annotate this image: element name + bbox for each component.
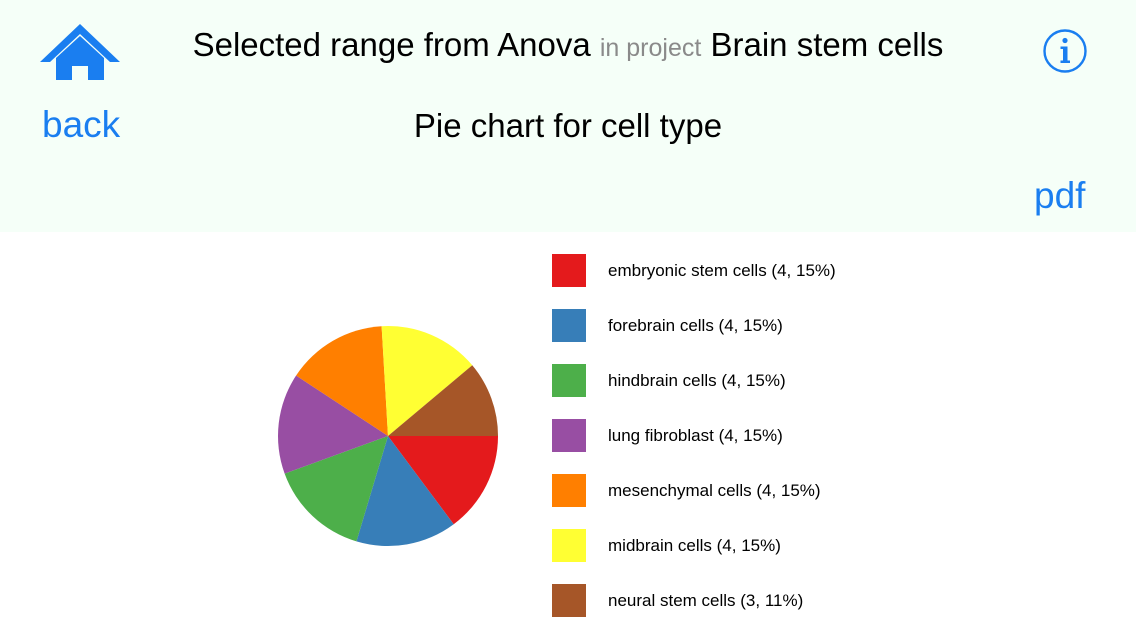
pie-slice-4 [277, 375, 388, 474]
legend-swatch [552, 419, 586, 452]
title-in-project: in project [599, 34, 702, 62]
legend-item: hindbrain cells (4, 15%) [552, 364, 952, 398]
pie-slice-2 [356, 436, 454, 547]
pie-slice-6 [381, 326, 473, 436]
legend-item: embryonic stem cells (4, 15%) [552, 254, 952, 288]
pie-slice-7 [388, 365, 498, 436]
home-button[interactable] [38, 22, 122, 82]
header-bar: back Selected range from Anova in projec… [0, 0, 1136, 232]
legend-item: mesenchymal cells (4, 15%) [552, 474, 952, 508]
title-main: Selected range from Anova [192, 26, 591, 63]
legend-item: lung fibroblast (4, 15%) [552, 419, 952, 453]
pie-slice-5 [296, 326, 388, 436]
page-title: Selected range from Anova in project Bra… [0, 26, 1136, 64]
legend-label: embryonic stem cells (4, 15%) [608, 261, 836, 280]
legend-label: lung fibroblast (4, 15%) [608, 426, 783, 445]
legend-swatch [552, 474, 586, 507]
legend-label: hindbrain cells (4, 15%) [608, 371, 786, 390]
legend-swatch [552, 584, 586, 617]
legend-item: neural stem cells (3, 11%) [552, 584, 952, 618]
pie-chart [277, 326, 498, 547]
back-link[interactable]: back [42, 104, 121, 145]
legend-item: forebrain cells (4, 15%) [552, 309, 952, 343]
legend-label: neural stem cells (3, 11%) [608, 591, 804, 610]
legend-label: forebrain cells (4, 15%) [608, 316, 783, 335]
legend-label: midbrain cells (4, 15%) [608, 536, 781, 555]
legend-label: mesenchymal cells (4, 15%) [608, 481, 821, 500]
pdf-export-link[interactable]: pdf [1034, 175, 1086, 216]
pie-slice-3 [284, 436, 388, 542]
legend-item: midbrain cells (4, 15%) [552, 529, 952, 563]
info-button[interactable] [1042, 28, 1088, 74]
legend-swatch [552, 529, 586, 562]
legend-swatch [552, 364, 586, 397]
legend-swatch [552, 254, 586, 287]
info-icon [1043, 29, 1087, 73]
chart-title: Pie chart for cell type [413, 107, 723, 144]
pie-slice-1 [388, 436, 498, 525]
title-project-name: Brain stem cells [710, 26, 944, 63]
home-icon [40, 24, 120, 80]
legend-swatch [552, 309, 586, 342]
